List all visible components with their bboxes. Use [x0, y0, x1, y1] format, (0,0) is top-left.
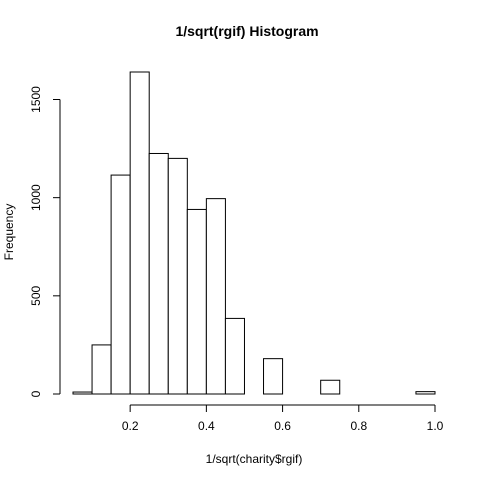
y-tick-label-3: 1500 — [29, 86, 43, 113]
histogram-bar-2 — [110, 174, 131, 395]
x-axis: 0.2 0.4 0.6 0.8 1.0 — [122, 404, 444, 433]
chart-title: 1/sqrt(rgif) Histogram — [175, 23, 318, 39]
x-axis-label: 1/sqrt(charity$rgif) — [206, 452, 303, 466]
histogram-bar-3 — [129, 71, 150, 395]
histogram-bar-18 — [415, 391, 436, 395]
bars-group — [72, 71, 436, 395]
histogram-bar-1 — [91, 344, 112, 395]
y-tick-label-2: 1000 — [29, 184, 43, 211]
x-tick-label-4: 1.0 — [427, 419, 444, 433]
histogram-bar-7 — [205, 198, 226, 395]
histogram-bar-5 — [167, 157, 188, 395]
x-tick-label-1: 0.4 — [198, 419, 215, 433]
y-axis: 0 500 1000 1500 — [29, 86, 61, 397]
histogram-bar-10 — [263, 358, 284, 395]
histogram-bar-8 — [224, 317, 245, 395]
x-tick-label-2: 0.6 — [274, 419, 291, 433]
histogram-bar-6 — [186, 208, 207, 395]
x-tick-label-0: 0.2 — [122, 419, 139, 433]
y-tick-label-1: 500 — [29, 285, 43, 305]
histogram-bar-13 — [320, 379, 341, 395]
y-tick-label-0: 0 — [29, 390, 43, 397]
x-tick-label-3: 0.8 — [350, 419, 367, 433]
histogram-bar-0 — [72, 391, 93, 395]
y-axis-label: Frequency — [2, 204, 16, 261]
histogram-bar-4 — [148, 152, 169, 395]
